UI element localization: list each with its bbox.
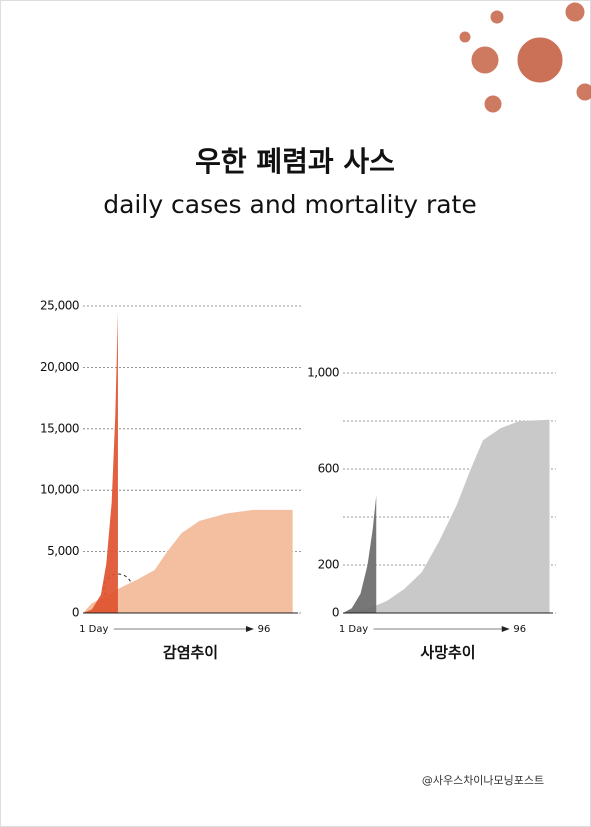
- virus-decoration: [459, 2, 591, 113]
- x-tick-label: 96: [258, 624, 271, 635]
- area: [343, 419, 550, 613]
- subtitle: daily cases and mortality rate: [103, 190, 477, 219]
- chart-title: 사망추이: [420, 644, 475, 662]
- area: [343, 495, 377, 613]
- y-tick-label: 25,000: [40, 299, 79, 313]
- source: @사우스차이나모닝포스트: [422, 774, 544, 787]
- x-tick-label: 96: [513, 624, 526, 635]
- area: [83, 509, 293, 613]
- x-tick-label: 1 Day: [339, 624, 368, 635]
- y-tick-label: 5,000: [47, 544, 79, 558]
- y-tick-label: 20,000: [40, 360, 79, 374]
- y-tick-label: 10,000: [40, 483, 79, 497]
- y-tick-label: 0: [72, 606, 79, 620]
- area: [83, 312, 118, 613]
- x-arrow-head: [245, 626, 254, 632]
- y-tick-label: 0: [332, 606, 339, 620]
- chart-title: 감염추이: [163, 644, 218, 662]
- y-tick-label: 15,000: [40, 421, 79, 435]
- x-tick-label: 1 Day: [79, 624, 108, 635]
- x-arrow-head: [501, 626, 510, 632]
- y-tick-label: 1,000: [307, 366, 339, 380]
- title: 우한 폐렴과 사스: [195, 145, 395, 178]
- y-tick-label: 600: [318, 462, 339, 476]
- y-tick-label: 200: [318, 558, 339, 572]
